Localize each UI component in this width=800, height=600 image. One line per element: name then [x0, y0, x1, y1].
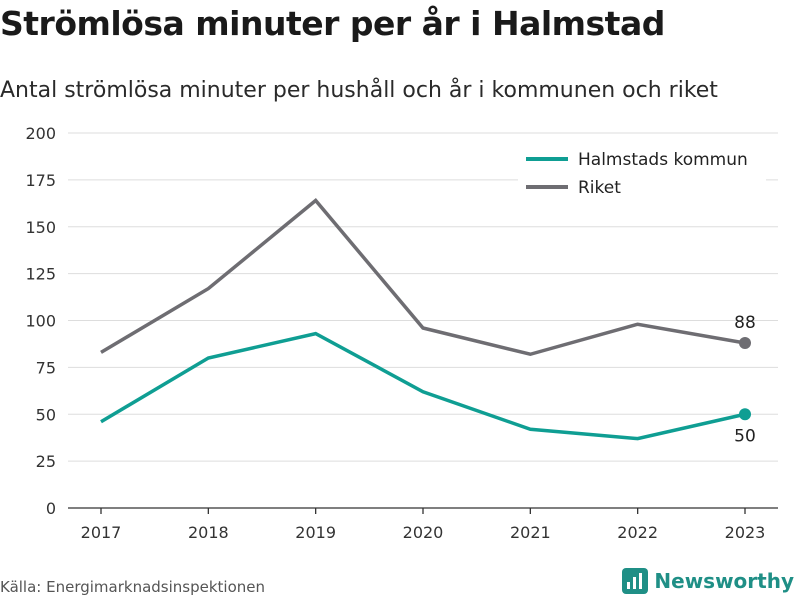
x-tick-label: 2018: [188, 523, 229, 542]
y-tick-label: 150: [25, 218, 56, 237]
x-tick-label: 2017: [81, 523, 122, 542]
y-tick-label: 125: [25, 265, 56, 284]
y-tick-label: 200: [25, 124, 56, 143]
data-point: [422, 327, 425, 330]
end-point-marker: [739, 408, 751, 421]
y-tick-label: 50: [36, 405, 56, 424]
axes: 0 25 50 75 100 125 150 175 200 2017 2018 2019 2020 20…: [25, 124, 778, 542]
legend-label-riket: Riket: [578, 178, 621, 198]
source-note: Källa: Energimarknadsinspektionen: [0, 578, 266, 596]
y-tick-label: 25: [36, 452, 56, 471]
x-tick-label: 2023: [725, 523, 766, 542]
data-point: [529, 353, 532, 356]
data-point: [314, 199, 317, 202]
series-line-halmstad: [100, 331, 746, 441]
series-line-riket: [100, 198, 746, 357]
x-tick-label: 2019: [295, 523, 336, 542]
data-point: [422, 390, 425, 393]
legend-background: [518, 144, 766, 206]
data-point: [207, 287, 210, 290]
brand-name: Newsworthy: [654, 569, 794, 593]
y-tick-label: 100: [25, 312, 56, 331]
y-tick-label: 0: [46, 499, 56, 518]
x-tick-label: 2022: [617, 523, 658, 542]
chart-title: Strömlösa minuter per år i Halmstad: [0, 4, 665, 43]
data-point: [207, 357, 210, 360]
x-tick-label: 2021: [510, 523, 551, 542]
y-tick-label: 175: [25, 171, 56, 190]
data-point: [314, 332, 317, 335]
brand-logo[interactable]: Newsworthy: [622, 568, 794, 594]
data-point: [636, 437, 639, 440]
legend-label-halmstad: Halmstads kommun: [578, 150, 748, 170]
data-labels: 88 50: [734, 313, 756, 446]
end-label-halmstad: 50: [734, 426, 756, 446]
data-point: [636, 323, 639, 326]
legend: Halmstads kommun Riket: [518, 144, 766, 206]
data-point: [529, 428, 532, 431]
data-point: [100, 420, 103, 423]
x-tick-label: 2020: [403, 523, 444, 542]
chart-subtitle: Antal strömlösa minuter per hushåll och …: [0, 78, 718, 103]
data-point: [100, 351, 103, 354]
end-point-marker: [739, 337, 751, 349]
bar-chart-logo-icon: [622, 568, 649, 594]
end-label-riket: 88: [734, 313, 756, 333]
y-tick-label: 75: [36, 358, 56, 377]
series-lines: [100, 198, 751, 441]
